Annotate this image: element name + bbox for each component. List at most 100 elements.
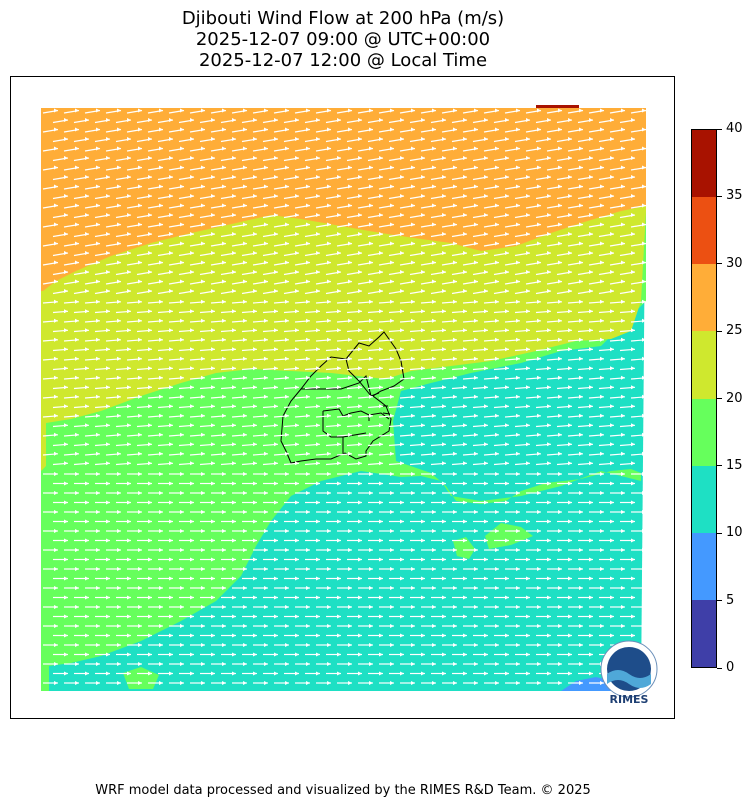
wind-vector-head — [463, 251, 467, 255]
wind-vector-head — [421, 347, 425, 352]
wind-vector-head — [432, 413, 436, 418]
wind-vector-head — [316, 289, 320, 293]
wind-vector-head — [253, 156, 257, 160]
wind-vector-head — [54, 184, 58, 189]
wind-vector-head — [589, 442, 593, 447]
wind-vector-head — [537, 586, 541, 590]
wind-vector-head — [180, 337, 184, 342]
wind-vector-head — [390, 624, 394, 628]
wind-vector-head — [505, 461, 509, 466]
wind-vector-head — [379, 671, 383, 676]
wind-vector-head — [243, 356, 247, 361]
wind-vector-head — [264, 567, 268, 571]
wind-vector-head — [516, 624, 520, 628]
wind-vector-head — [138, 491, 142, 495]
wind-vector-head — [274, 213, 278, 217]
wind-vector-head — [463, 385, 467, 390]
wind-vector-head — [453, 184, 457, 189]
wind-vector-head — [526, 595, 530, 600]
wind-vector-head — [442, 671, 446, 676]
wind-vector-head — [327, 529, 331, 533]
wind-vector-head — [547, 366, 551, 371]
wind-vector-head — [64, 595, 68, 600]
wind-vector-head — [243, 337, 247, 342]
wind-vector-head — [537, 451, 541, 456]
wind-vector-head — [348, 260, 352, 265]
wind-vector-head — [348, 548, 352, 552]
wind-vector-head — [411, 260, 415, 265]
wind-vector-head — [264, 337, 268, 342]
wind-vector-head — [222, 413, 226, 418]
wind-vector-head — [159, 548, 163, 552]
wind-vector-head — [316, 557, 320, 562]
wind-vector-head — [579, 624, 583, 628]
wind-vector-head — [180, 356, 184, 361]
wind-vector-head — [316, 118, 320, 122]
wind-vector-head — [526, 309, 530, 314]
wind-vector-head — [106, 289, 110, 293]
wind-vector-head — [558, 567, 562, 571]
wind-vector-head — [358, 423, 362, 428]
wind-vector-head — [453, 605, 457, 609]
wind-vector-head — [75, 337, 79, 342]
wind-vector-head — [190, 652, 194, 657]
wind-vector-head — [463, 213, 467, 217]
wind-vector-head — [495, 567, 499, 571]
colorbar-tick-label: 10 — [726, 525, 743, 541]
wind-vector-head — [285, 605, 289, 609]
wind-vector-head — [295, 500, 299, 505]
wind-vector-head — [232, 595, 236, 600]
wind-vector-head — [600, 394, 604, 399]
wind-vector-head — [306, 318, 310, 323]
wind-vector-head — [138, 375, 142, 380]
wind-vector-head — [547, 576, 551, 581]
wind-vector-head — [64, 309, 68, 314]
wind-vector-head — [348, 605, 352, 609]
wind-vector-head — [54, 529, 58, 533]
wind-vector-head — [64, 251, 68, 255]
wind-vector-head — [621, 356, 625, 361]
wind-vector-head — [148, 481, 152, 486]
wind-vector-head — [631, 270, 635, 274]
wind-vector-head — [138, 299, 142, 304]
wind-vector-head — [579, 432, 583, 437]
wind-vector-head — [274, 633, 278, 638]
wind-vector-head — [222, 432, 226, 437]
wind-vector-head — [190, 576, 194, 581]
wind-vector-head — [201, 222, 205, 227]
wind-vector-head — [169, 385, 173, 390]
wind-vector-head — [474, 472, 478, 476]
wind-vector-head — [64, 347, 68, 352]
wind-vector-head — [169, 557, 173, 562]
wind-vector-head — [117, 299, 121, 304]
wind-vector-head — [285, 203, 289, 208]
wind-vector-head — [453, 451, 457, 456]
wind-vector-head — [537, 510, 541, 514]
wind-vector-head — [75, 241, 79, 246]
wind-vector-head — [547, 614, 551, 619]
wind-vector-head — [610, 194, 614, 198]
wind-vector-head — [64, 385, 68, 390]
wind-vector-head — [180, 643, 184, 647]
wind-vector-head — [621, 108, 625, 113]
wind-vector-head — [568, 538, 572, 543]
wind-vector-head — [169, 595, 173, 600]
wind-vector-head — [274, 232, 278, 236]
wind-vector-head — [495, 165, 499, 170]
wind-vector-head — [169, 481, 173, 486]
wind-speed-map — [11, 77, 647, 718]
wind-vector-head — [411, 643, 415, 647]
wind-vector-head — [190, 538, 194, 543]
wind-vector-head — [243, 643, 247, 647]
wind-vector-head — [600, 241, 604, 246]
wind-vector-head — [600, 146, 604, 151]
wind-vector-head — [547, 671, 551, 676]
wind-vector-head — [159, 662, 163, 666]
wind-vector-head — [358, 213, 362, 217]
wind-vector-head — [117, 127, 121, 132]
wind-vector-head — [253, 194, 257, 198]
wind-vector-head — [495, 605, 499, 609]
wind-vector-head — [243, 662, 247, 666]
wind-vector-head — [579, 567, 583, 571]
wind-vector-head — [117, 356, 121, 361]
